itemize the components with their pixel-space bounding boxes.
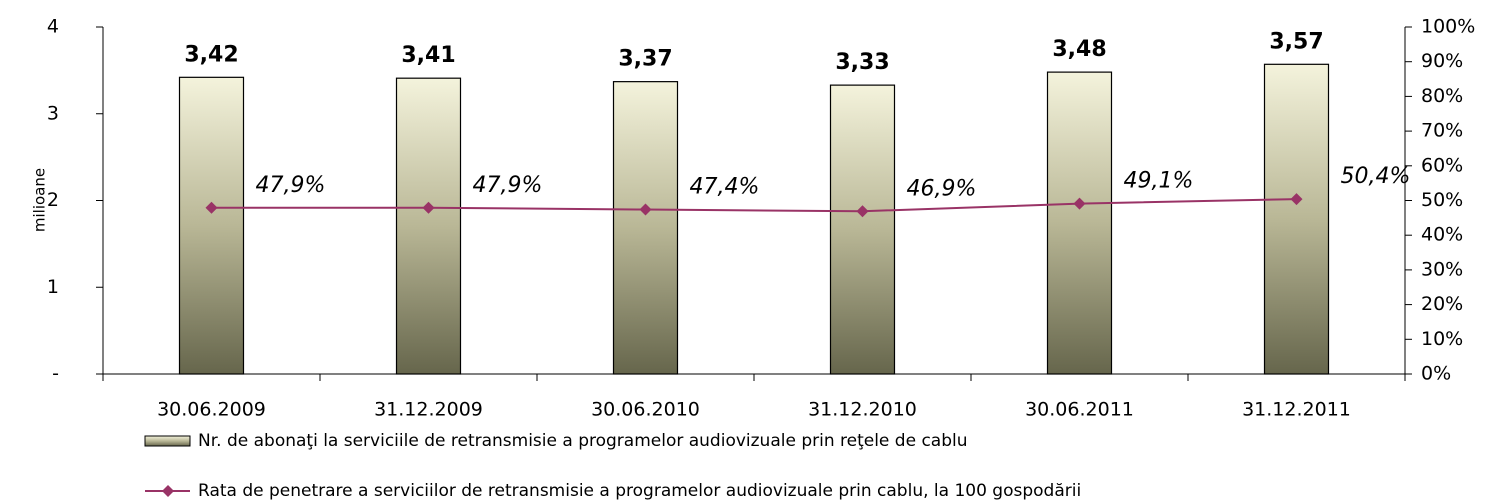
line-value-label: 50,4% [1341,164,1411,189]
legend-marker [162,485,174,497]
x-tick-label: 31.12.2009 [374,399,483,421]
line-marker [1073,197,1086,210]
y2-tick-label: 60% [1421,154,1463,176]
y2-tick-label: 80% [1421,85,1463,107]
y-tick-label: 1 [47,276,59,298]
x-tick-label: 30.06.2011 [1025,399,1134,421]
bar [178,76,245,375]
bar-value-label: 3,41 [401,43,455,68]
y-tick-label: 4 [47,16,59,38]
y2-tick-label: 70% [1421,120,1463,142]
bar-value-label: 3,48 [1052,37,1106,62]
x-tick-label: 31.12.2010 [808,399,917,421]
y-axis-label: milioane [31,168,49,232]
legend-swatch [144,435,191,447]
y2-tick-label: 0% [1421,363,1451,385]
bar [612,81,679,375]
y2-tick-label: 30% [1421,258,1463,280]
bar-value-label: 3,57 [1269,29,1323,54]
y2-tick-label: 10% [1421,328,1463,350]
y-tick-label: 3 [47,102,59,124]
bar-value-label: 3,33 [835,50,889,75]
bar [1263,63,1330,375]
bar-value-label: 3,37 [618,47,672,72]
bar [1046,71,1113,375]
x-tick-label: 30.06.2009 [157,399,266,421]
y2-tick-label: 50% [1421,189,1463,211]
line-marker [1290,193,1303,206]
bar [395,77,462,375]
line-value-label: 47,4% [690,175,760,200]
y-tick-label: 2 [47,189,59,211]
y2-tick-label: 20% [1421,293,1463,315]
legend-label: Nr. de abonaţi la serviciile de retransm… [198,431,968,451]
line-marker [205,201,218,214]
line-value-label: 47,9% [256,173,326,198]
line-value-label: 46,9% [907,176,977,201]
y2-tick-label: 100% [1421,16,1475,38]
line-marker [639,203,652,216]
x-tick-label: 31.12.2011 [1242,399,1351,421]
x-tick-label: 30.06.2010 [591,399,700,421]
line [211,198,1297,213]
y-tick-label: - [52,363,59,385]
line-marker [856,205,869,218]
line-marker [422,201,435,214]
y2-tick-label: 90% [1421,50,1463,72]
y2-tick-label: 40% [1421,224,1463,246]
bar-value-label: 3,42 [184,42,238,67]
line-value-label: 49,1% [1124,169,1194,194]
bar [829,84,896,375]
legend-label: Rata de penetrare a serviciilor de retra… [198,481,1081,501]
line-value-label: 47,9% [473,173,543,198]
